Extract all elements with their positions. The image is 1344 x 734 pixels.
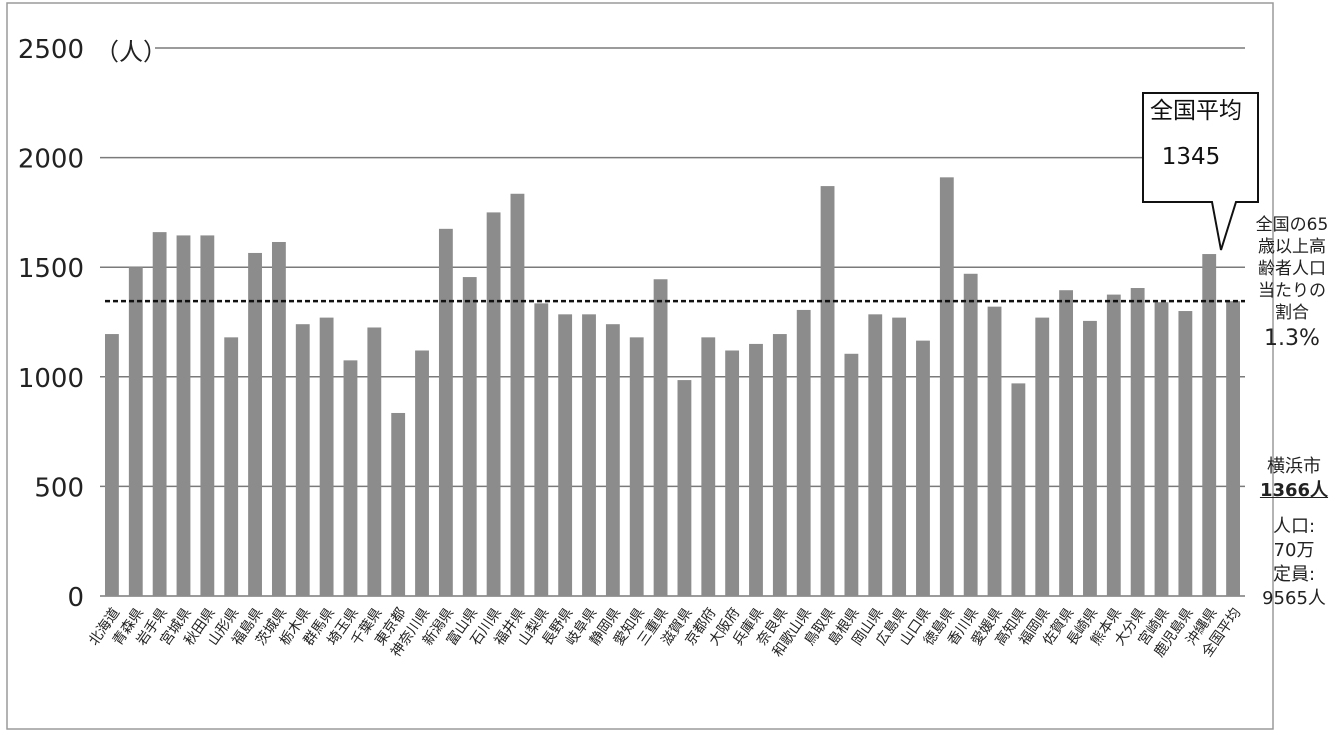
bar: [1130, 288, 1145, 596]
bar: [438, 228, 453, 596]
bar: [844, 353, 859, 596]
y-axis-ticks: 0 500 1000 1500 2000 2500: [18, 35, 84, 613]
bar: [1011, 383, 1026, 596]
bar: [295, 324, 310, 596]
bar: [1154, 302, 1169, 596]
capacity-label: 定員:: [1272, 564, 1316, 585]
bar: [963, 273, 978, 596]
bar: [868, 314, 883, 596]
bar: [796, 309, 811, 596]
bar: [772, 334, 787, 596]
y-tick-label: 2500: [18, 35, 84, 65]
bar: [343, 360, 358, 596]
bars: [105, 177, 1240, 597]
ratio-note-line3: 齢者人口: [1258, 259, 1326, 279]
city-label: 横浜市: [1267, 456, 1321, 477]
bar: [391, 412, 406, 596]
bar: [128, 267, 143, 596]
bar: [939, 177, 954, 596]
y-tick-label: 2000: [18, 145, 84, 175]
ratio-note-line2: 歳以上高: [1258, 237, 1326, 257]
bar: [987, 306, 1002, 596]
population-value: 70万: [1273, 540, 1315, 561]
bar: [415, 350, 429, 596]
y-tick-label: 1000: [18, 364, 84, 394]
grid-lines: [100, 47, 1245, 597]
bar: [605, 324, 620, 596]
bar: [1083, 320, 1097, 596]
bar: [725, 350, 740, 596]
bar: [486, 212, 501, 596]
callout-value: 1345: [1162, 144, 1221, 170]
bar: [367, 327, 382, 596]
ratio-note-line4: 当たりの: [1258, 281, 1326, 301]
bar: [152, 232, 167, 597]
bar: [558, 314, 573, 596]
bar: [629, 337, 644, 596]
bar: [749, 343, 763, 596]
callout-box: [1142, 92, 1259, 251]
bar: [892, 317, 907, 596]
city-value: 1366人: [1259, 480, 1329, 501]
y-tick-label: 0: [67, 583, 84, 613]
bar: [462, 277, 477, 596]
bar: [677, 380, 692, 596]
bar: [1202, 254, 1217, 596]
bar: [582, 314, 596, 596]
bar: [105, 334, 119, 596]
bar: [1226, 301, 1240, 596]
bar: [1106, 294, 1121, 596]
ratio-percent: 1.3%: [1264, 326, 1320, 351]
bar: [1035, 317, 1050, 596]
bar: [653, 279, 668, 596]
y-tick-label: 500: [34, 473, 84, 503]
callout-title: 全国平均: [1150, 98, 1242, 124]
yokohama-note: 横浜市 1366人 人口: 70万 定員: 9565人: [1244, 455, 1344, 611]
x-axis-labels: 北海道青森県岩手県宮城県秋田県山形県福島県茨城県栃木県群馬県埼玉県千葉県東京都神…: [86, 605, 1244, 661]
bar: [916, 340, 930, 596]
bar: [1059, 290, 1074, 596]
bar: [534, 303, 549, 596]
ratio-note: 全国の65 歳以上高 齢者人口 当たりの 割合 1.3%: [1240, 214, 1344, 354]
bar: [200, 235, 215, 596]
ratio-note-line5: 割合: [1275, 303, 1309, 323]
bar: [510, 193, 525, 596]
bar: [319, 317, 334, 596]
bar: [820, 186, 835, 596]
bar: [176, 235, 191, 596]
bar: [1178, 311, 1193, 596]
chart-frame: [6, 2, 1274, 730]
capacity-value: 9565人: [1262, 588, 1326, 609]
y-tick-label: 1500: [18, 254, 84, 284]
average-callout: 全国平均 1345: [1142, 92, 1259, 251]
bar: [701, 337, 716, 596]
bar: [271, 241, 286, 596]
ratio-note-line1: 全国の65: [1255, 215, 1329, 235]
bar: [224, 337, 239, 596]
population-label: 人口:: [1272, 516, 1316, 537]
bar: [248, 252, 262, 596]
y-unit-label: （人）: [95, 38, 167, 66]
